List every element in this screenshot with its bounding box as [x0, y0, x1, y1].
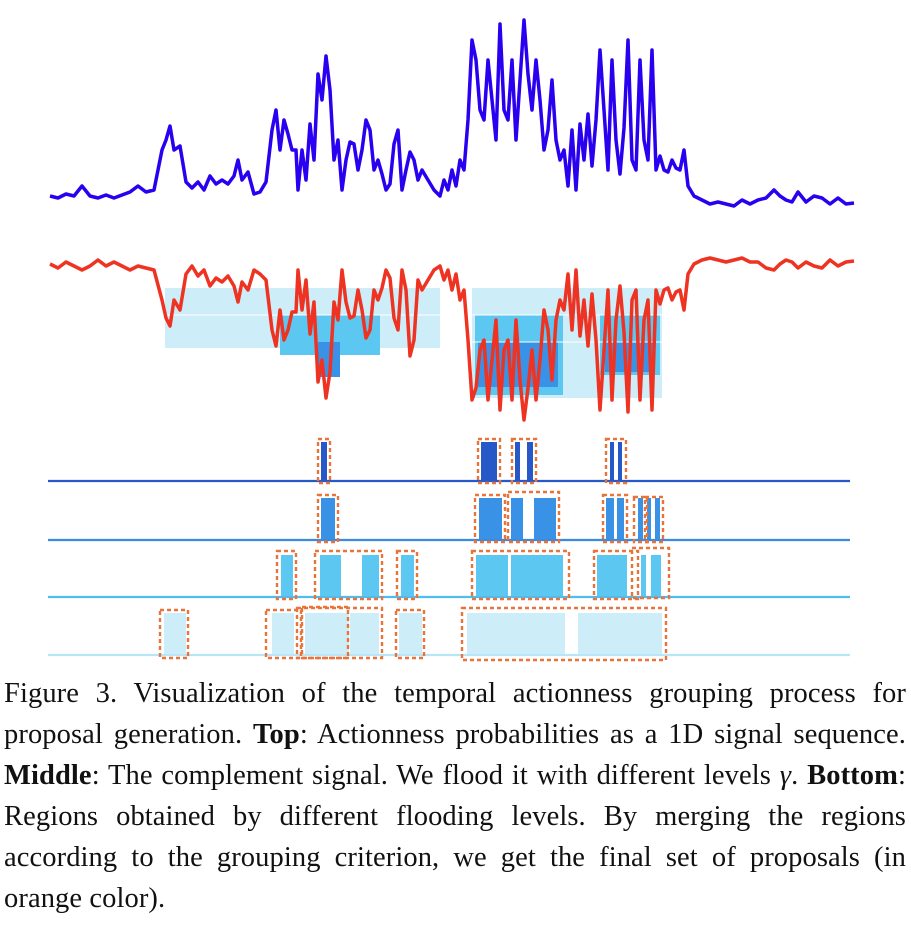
flood-level-baselines: [48, 479, 850, 657]
region: [321, 498, 335, 539]
level-1-regions: [164, 613, 662, 654]
proposal-box: [313, 549, 384, 601]
region: [479, 498, 502, 539]
region: [164, 613, 186, 654]
proposal-box: [510, 437, 538, 485]
region: [320, 555, 341, 596]
region: [515, 442, 520, 480]
figure-caption: Figure 3. Visualization of the temporal …: [4, 673, 906, 919]
region: [321, 442, 327, 480]
level-4-regions: [321, 442, 622, 480]
region: [350, 613, 379, 654]
middle-text: : The complement signal. We flood it wit…: [91, 760, 771, 791]
region: [272, 613, 294, 654]
bottom-label: Bottom: [807, 760, 898, 791]
region: [476, 555, 508, 596]
gamma-symbol: γ: [779, 760, 792, 791]
region: [610, 442, 614, 480]
proposal-box: [295, 606, 384, 660]
proposal-box: [158, 608, 190, 660]
proposal-box: [395, 549, 419, 601]
proposal-box: [643, 495, 665, 544]
region: [606, 498, 614, 539]
figure-label: Figure 3.: [4, 678, 118, 709]
proposal-box: [476, 437, 502, 485]
region: [655, 498, 660, 539]
region: [305, 613, 349, 654]
top-label: Top: [253, 719, 300, 750]
proposal-box: [460, 606, 668, 662]
proposal-box: [470, 549, 571, 601]
region: [399, 613, 422, 654]
level-2-regions: [281, 555, 661, 596]
region: [401, 555, 414, 596]
proposal-box: [632, 495, 649, 544]
caption-intro: Visualization of the temporal actionness…: [4, 678, 906, 750]
gamma-period: .: [791, 760, 799, 791]
region: [467, 613, 565, 654]
top-text: : Actionness probabilities as a 1D signa…: [299, 719, 906, 750]
region: [511, 498, 523, 539]
region: [618, 442, 622, 480]
proposal-box: [592, 549, 640, 601]
region: [362, 555, 379, 596]
actionness-signal-line: [49, 18, 855, 208]
region: [481, 442, 497, 480]
region: [617, 498, 624, 539]
proposal-box: [264, 608, 303, 660]
bottom-text: : Regions obtained by different flooding…: [4, 760, 906, 914]
proposal-box: [275, 549, 298, 601]
region: [281, 555, 293, 596]
proposal-box: [604, 437, 628, 485]
region: [511, 555, 563, 596]
region: [641, 555, 646, 596]
region: [578, 613, 662, 654]
region: [638, 498, 643, 539]
region: [534, 498, 556, 539]
region: [527, 442, 533, 480]
region: [597, 555, 627, 596]
complement-signal-line: [49, 256, 855, 422]
middle-label: Middle: [4, 760, 92, 791]
proposal-box: [473, 493, 507, 544]
actionness-grouping-figure: [48, 18, 855, 662]
proposal-box: [394, 608, 426, 660]
level-3-regions: [321, 498, 660, 539]
region: [651, 555, 661, 596]
region: [647, 498, 651, 539]
proposal-box: [506, 490, 561, 544]
proposal-box: [630, 546, 671, 600]
proposal-boxes: [158, 437, 671, 662]
proposal-box: [316, 493, 340, 544]
